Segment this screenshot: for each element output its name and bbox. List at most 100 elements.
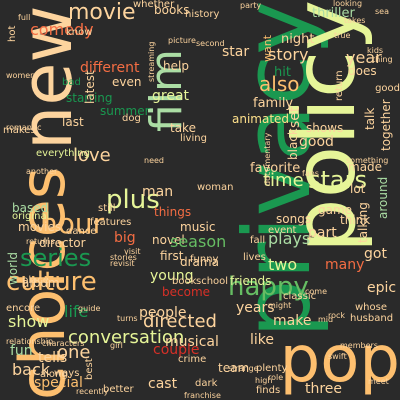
word-world: world	[6, 251, 20, 285]
word-big: big	[114, 230, 136, 246]
word-guide: guide	[78, 304, 101, 313]
word-shows: shows	[306, 121, 344, 135]
word-return: return	[334, 70, 345, 101]
word-talk: talk	[363, 107, 377, 130]
word-recently: recently	[76, 387, 109, 396]
word-songs: songs	[276, 212, 312, 226]
word-full: full	[18, 13, 31, 22]
word-star: star	[222, 44, 250, 60]
word-romantic: romantic	[6, 123, 42, 132]
word-fans: fans	[302, 169, 319, 178]
word-also: also	[259, 72, 300, 96]
word-streaming: streaming	[147, 41, 156, 82]
word-high: high	[255, 376, 273, 385]
word-young: young	[150, 268, 194, 284]
word-plus: plus	[106, 185, 160, 215]
word-series: series	[20, 244, 92, 272]
word-girl: girl	[110, 341, 123, 350]
word-season: season	[170, 232, 227, 251]
word-need: need	[144, 156, 164, 165]
word-classic: classic	[283, 291, 317, 302]
word-thriller: thriller	[312, 6, 355, 21]
word-special: special	[34, 375, 83, 391]
word-whose: whose	[355, 302, 387, 313]
word-encore: encore	[6, 303, 41, 314]
word-members: members	[340, 341, 378, 350]
word-become: become	[162, 285, 211, 299]
word-thing: thing	[372, 55, 393, 64]
word-best: best	[84, 358, 95, 380]
word-made: made	[348, 160, 383, 174]
word-ways: ways	[54, 368, 80, 379]
word-great: great	[152, 88, 190, 104]
word-around: around	[376, 176, 390, 219]
word-take: take	[170, 121, 196, 135]
word-features: features	[90, 217, 132, 228]
word-meet: meet	[368, 377, 389, 386]
word-documentary: documentary	[263, 132, 272, 186]
word-lives: lives	[243, 252, 266, 263]
word-starring: starring	[66, 91, 113, 105]
word-books: books	[154, 3, 190, 17]
word-returns: returns	[26, 237, 55, 246]
word-based: based	[12, 201, 49, 215]
word-latest: latest	[83, 70, 97, 104]
word-game: game	[318, 203, 353, 217]
word-story: story	[268, 45, 309, 64]
word-two: two	[268, 255, 298, 274]
word-things: things	[154, 205, 192, 219]
word-drama: drama	[180, 255, 219, 269]
word-picture: picture	[168, 36, 196, 45]
word-plays: plays	[268, 229, 311, 248]
word-tells: tells	[38, 350, 68, 366]
word-still: still	[98, 203, 116, 214]
word-make: make	[273, 313, 312, 329]
word-come: come	[305, 287, 328, 296]
word-summer: summer	[100, 104, 150, 118]
word-epic: epic	[367, 280, 397, 296]
word-fall: fall	[250, 235, 266, 246]
word-friends: friends	[230, 274, 272, 288]
word-plenty: plenty	[256, 363, 288, 374]
word-year: year	[346, 48, 382, 67]
word-franchise: franchise	[184, 391, 221, 400]
word-woman: woman	[197, 182, 234, 193]
word-party: party	[240, 1, 262, 10]
word-together: together	[379, 99, 393, 151]
word-time: time	[263, 170, 304, 191]
word-part: part	[308, 225, 337, 241]
word-music: music	[180, 220, 216, 234]
word-black: black	[286, 128, 300, 160]
word-different: different	[80, 60, 140, 76]
word-happy: happy	[228, 272, 309, 302]
word-help: help	[163, 59, 189, 73]
word-relationship: relationship	[6, 337, 54, 346]
word-book: book	[172, 276, 197, 287]
word-second: second	[196, 39, 225, 48]
word-living: living	[180, 133, 207, 144]
word-strange: strange	[228, 364, 259, 373]
word-crime: crime	[178, 354, 207, 365]
word-stories: stories	[110, 253, 137, 262]
word-couple: couple	[153, 342, 200, 358]
word-something: something	[346, 156, 389, 165]
word-set: set	[287, 106, 303, 128]
word-does: does	[348, 64, 377, 78]
word-think: think	[340, 213, 371, 227]
word-culture: culture	[6, 267, 97, 297]
word-another: another	[26, 167, 58, 176]
word-like: like	[250, 332, 275, 348]
word-dog: dog	[122, 113, 141, 124]
word-pop: pop	[279, 323, 400, 397]
word-swift: swift	[328, 352, 347, 361]
word-dance: dance	[66, 226, 97, 237]
word-stars: stars	[308, 166, 367, 194]
word-many: many	[325, 257, 365, 273]
word-one: one	[57, 342, 91, 363]
word-along: along	[40, 369, 68, 380]
word-takes: takes	[344, 16, 366, 25]
word-movies: movies	[18, 220, 62, 234]
word-role: role	[268, 373, 284, 382]
word-three: three	[305, 381, 343, 397]
word-sea: sea	[375, 7, 389, 16]
